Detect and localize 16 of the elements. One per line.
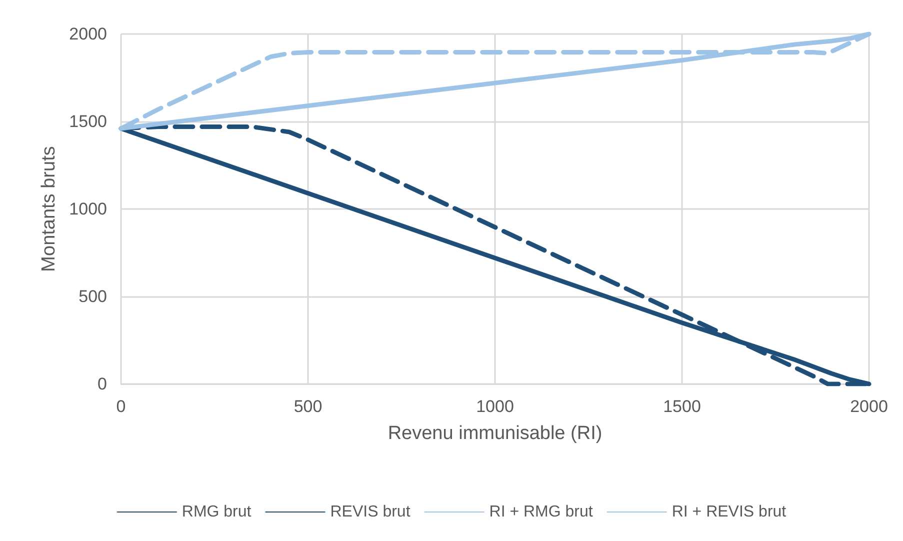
x-tick-label: 1500: [663, 397, 701, 416]
x-tick-label: 500: [294, 397, 322, 416]
y-tick-label: 1000: [69, 200, 107, 218]
y-tick-label: 0: [98, 374, 107, 394]
y-tick-label: 2000: [69, 24, 107, 44]
y-axis-title: Montants bruts: [38, 146, 60, 272]
x-tick-label: 2000: [850, 397, 888, 416]
x-tick-label: 1000: [476, 397, 514, 416]
y-tick-label: 1500: [69, 112, 107, 131]
x-tick-label: 0: [116, 397, 126, 416]
legend-label: REVIS brut: [330, 504, 411, 520]
x-axis-title: Revenu immunisable (RI): [388, 423, 602, 444]
legend-label: RI + REVIS brut: [672, 504, 787, 520]
legend-label: RMG brut: [182, 504, 252, 520]
y-tick-label: 500: [78, 287, 107, 306]
legend-label: RI + RMG brut: [489, 504, 594, 520]
